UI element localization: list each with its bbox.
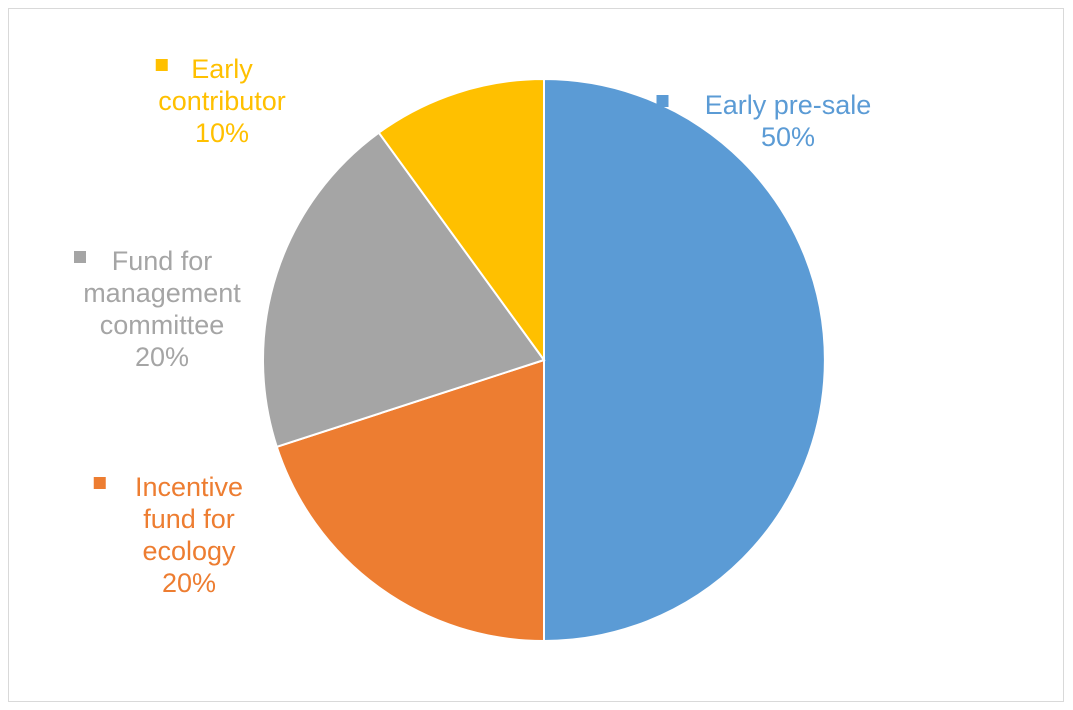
- slice-label-line: committee: [100, 310, 225, 340]
- legend-key-icon: [74, 251, 86, 263]
- slice-label-line: Incentive: [135, 472, 243, 502]
- pie-slice: [377, 77, 545, 364]
- pie-slices: [262, 77, 826, 643]
- legend-key-icon: [656, 95, 669, 107]
- slice-percent: 50%: [761, 122, 815, 152]
- slice-label-line: Early pre-sale: [705, 90, 872, 120]
- slice-percent: 20%: [135, 342, 189, 372]
- pie-slice: [275, 358, 545, 643]
- pie-slice: [262, 131, 546, 449]
- legend-key-icon: [155, 59, 168, 71]
- slice-label-line: Fund for: [112, 246, 213, 276]
- slice-label-line: management: [83, 278, 241, 308]
- slice-label-line: contributor: [158, 86, 286, 116]
- slice-percent: 20%: [162, 568, 216, 598]
- pie-slice: [543, 77, 826, 643]
- slice-label-line: ecology: [142, 536, 236, 566]
- slice-label-line: fund for: [143, 504, 235, 534]
- slice-label-line: Early: [191, 54, 253, 84]
- legend-key-icon: [93, 477, 106, 489]
- slice-percent: 10%: [195, 118, 249, 148]
